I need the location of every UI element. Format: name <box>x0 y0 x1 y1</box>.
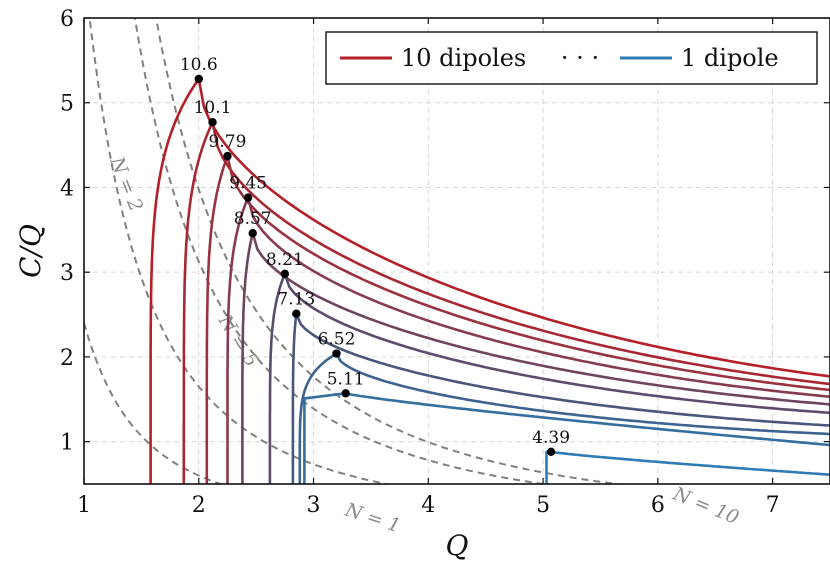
peak-label: 6.52 <box>318 330 356 350</box>
legend-ellipsis: · · · <box>561 44 599 72</box>
peak-marker <box>194 74 203 84</box>
y-tick-label: 5 <box>60 92 74 117</box>
series-line <box>545 450 830 484</box>
peak-marker <box>332 349 341 358</box>
peak-marker <box>208 118 217 127</box>
peak-marker <box>248 229 257 238</box>
peak-label: 7.13 <box>277 290 315 310</box>
x-tick-label: 6 <box>651 493 665 518</box>
x-tick-label: 5 <box>536 493 550 518</box>
x-axis-title: Q <box>446 529 469 562</box>
y-tick-label: 4 <box>60 176 74 201</box>
plot-frame <box>83 17 830 485</box>
series-line <box>182 120 830 484</box>
x-tick-label: 4 <box>421 493 435 518</box>
x-tick-label: 2 <box>192 493 206 518</box>
reference-curve <box>155 18 625 484</box>
axis-ticks: 1 2 3 4 5 6 7 1 2 3 4 5 6 <box>60 7 830 518</box>
peak-label: 9.79 <box>209 132 247 152</box>
series-line <box>268 272 830 484</box>
series-group <box>149 77 830 484</box>
x-tick-label: 1 <box>77 493 91 518</box>
peak-label: 10.6 <box>180 55 218 75</box>
series-line <box>291 312 830 484</box>
y-axis-title: C/Q <box>14 224 47 278</box>
peak-label: 9.45 <box>229 174 267 194</box>
y-tick-label: 2 <box>60 346 74 371</box>
peak-marker <box>280 269 290 279</box>
series-line <box>303 392 830 484</box>
peak-label: 8.21 <box>266 250 304 270</box>
peak-marker <box>292 309 301 318</box>
series-line <box>298 352 830 484</box>
peak-marker <box>546 447 556 457</box>
plot-background <box>84 18 830 484</box>
reference-curve <box>88 18 392 484</box>
peak-label: 5.11 <box>327 369 365 389</box>
series-line <box>226 196 830 484</box>
peak-marker <box>243 193 253 202</box>
x-tick-label: 7 <box>766 493 780 518</box>
legend-box <box>325 31 818 85</box>
peak-label: 4.39 <box>532 428 570 448</box>
reference-curve-label: N = 1 <box>341 499 403 538</box>
series-line <box>149 77 830 484</box>
legend-label-last: 1 dipole <box>681 44 779 72</box>
peak-label: 10.1 <box>194 98 232 118</box>
reference-curve-label: N = 10 <box>669 482 742 529</box>
legend-label-first: 10 dipoles <box>401 44 526 72</box>
reference-curve <box>84 322 224 484</box>
peak-markers: 10.6 10.1 9.79 9.45 8.57 8.21 7.136.52 5.11 4.39 <box>180 55 570 457</box>
reference-curve <box>133 18 551 484</box>
peak-marker <box>341 389 350 398</box>
peak-label: 8.57 <box>234 209 272 229</box>
legend: 10 dipoles · · · 1 dipole <box>325 31 818 85</box>
y-tick-label: 1 <box>60 431 74 456</box>
series-line <box>241 231 830 484</box>
x-tick-label: 3 <box>307 493 321 518</box>
series-line <box>205 154 830 484</box>
y-tick-label: 6 <box>60 7 74 32</box>
peak-marker <box>223 151 232 161</box>
reference-curves <box>84 18 625 484</box>
y-tick-label: 3 <box>60 261 74 286</box>
